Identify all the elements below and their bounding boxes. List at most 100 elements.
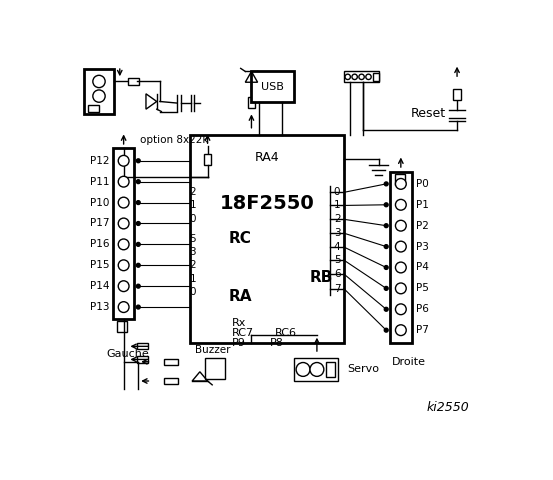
Text: P2: P2 (416, 221, 429, 231)
Text: P7: P7 (416, 325, 429, 335)
Bar (252, 72, 294, 102)
Circle shape (118, 176, 129, 187)
Circle shape (118, 302, 129, 312)
Circle shape (118, 218, 129, 229)
Text: P16: P16 (90, 240, 110, 250)
Bar (395, 174, 405, 185)
Text: 3: 3 (334, 228, 341, 238)
Text: P8: P8 (270, 337, 284, 348)
Circle shape (395, 220, 406, 231)
Bar (164, 359, 178, 365)
Bar (453, 89, 461, 100)
Text: P12: P12 (90, 156, 110, 166)
Text: P10: P10 (90, 198, 110, 207)
Bar (88, 105, 99, 112)
Text: Buzzer: Buzzer (195, 345, 231, 355)
Text: 5: 5 (189, 234, 196, 243)
Text: ki2550: ki2550 (426, 401, 469, 414)
Circle shape (93, 90, 105, 102)
Circle shape (395, 199, 406, 210)
Bar (373, 73, 379, 81)
Text: 5: 5 (334, 255, 341, 265)
Circle shape (384, 265, 388, 269)
Text: P3: P3 (416, 241, 429, 252)
Text: 1: 1 (189, 201, 196, 210)
Text: Gauche: Gauche (106, 349, 149, 359)
Text: Reset: Reset (411, 107, 446, 120)
Bar (344, 72, 378, 82)
Text: RA4: RA4 (254, 151, 279, 164)
Circle shape (395, 325, 406, 336)
Text: P6: P6 (416, 304, 429, 314)
Bar (138, 343, 148, 349)
Circle shape (359, 74, 364, 80)
Circle shape (395, 304, 406, 315)
Text: P4: P4 (416, 263, 429, 273)
Text: P15: P15 (90, 260, 110, 270)
Text: P17: P17 (90, 218, 110, 228)
Text: 0: 0 (334, 187, 340, 197)
Circle shape (137, 305, 140, 309)
Text: 7: 7 (334, 284, 341, 294)
Circle shape (384, 307, 388, 311)
Text: P1: P1 (416, 200, 429, 210)
Text: RB: RB (309, 270, 332, 285)
Circle shape (93, 75, 105, 88)
Text: RC6: RC6 (275, 328, 297, 338)
Circle shape (395, 179, 406, 189)
Circle shape (395, 283, 406, 294)
Text: P14: P14 (90, 281, 110, 291)
Bar (326, 362, 335, 377)
Circle shape (118, 281, 129, 291)
Text: RC: RC (228, 231, 251, 246)
Text: 2: 2 (189, 187, 196, 197)
Text: RC7: RC7 (232, 328, 254, 338)
Circle shape (395, 262, 406, 273)
Bar (85, 69, 113, 114)
Circle shape (352, 74, 357, 80)
Text: P11: P11 (90, 177, 110, 187)
Bar (205, 358, 225, 380)
Circle shape (118, 156, 129, 166)
Text: Rx: Rx (232, 318, 247, 328)
Circle shape (384, 328, 388, 332)
Text: P5: P5 (416, 283, 429, 293)
Text: Droite: Droite (392, 357, 426, 367)
Text: 1: 1 (189, 274, 196, 284)
Circle shape (118, 239, 129, 250)
Bar (190, 134, 344, 343)
Circle shape (137, 284, 140, 288)
Circle shape (137, 180, 140, 184)
Text: 4: 4 (334, 242, 341, 252)
Bar (138, 356, 148, 362)
Text: Servo: Servo (348, 364, 380, 374)
Circle shape (118, 260, 129, 271)
Bar (113, 148, 134, 319)
Bar (117, 321, 128, 332)
Circle shape (384, 224, 388, 228)
Circle shape (384, 245, 388, 249)
Bar (390, 171, 411, 343)
Text: 2: 2 (189, 261, 196, 271)
Circle shape (137, 159, 140, 163)
Text: 2: 2 (334, 214, 341, 224)
Circle shape (137, 264, 140, 267)
Circle shape (366, 74, 371, 80)
Circle shape (384, 182, 388, 186)
Bar (164, 378, 178, 384)
Circle shape (296, 362, 310, 376)
Text: 6: 6 (334, 269, 341, 279)
Circle shape (137, 242, 140, 246)
Text: P9: P9 (231, 337, 246, 348)
Circle shape (384, 203, 388, 207)
Text: P13: P13 (90, 302, 110, 312)
Bar (294, 358, 338, 381)
Text: 1: 1 (334, 201, 341, 210)
Text: RA: RA (228, 289, 252, 304)
Circle shape (395, 241, 406, 252)
Bar (248, 97, 255, 108)
Text: USB: USB (261, 82, 284, 92)
Circle shape (345, 74, 351, 80)
Circle shape (310, 362, 324, 376)
Text: 18F2550: 18F2550 (220, 194, 314, 214)
